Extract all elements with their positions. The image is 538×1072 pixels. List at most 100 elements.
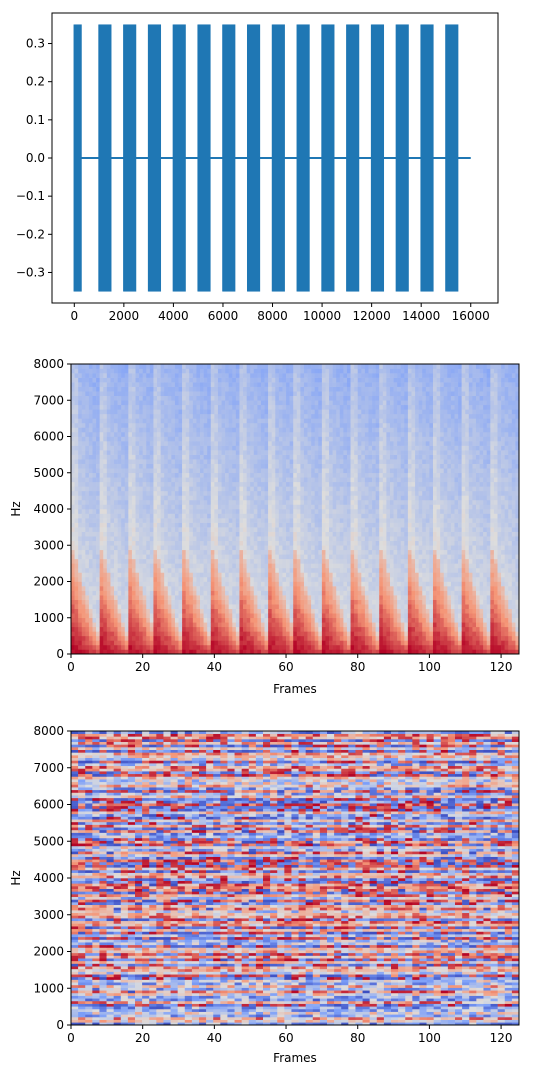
magnitude-cell [217, 567, 222, 573]
magnitude-cell [71, 418, 75, 424]
magnitude-cell [167, 441, 172, 446]
magnitude-cell [293, 382, 298, 387]
magnitude-cell [286, 622, 290, 628]
magnitude-cell [307, 422, 312, 428]
magnitude-cell [246, 495, 251, 501]
magnitude-cell [185, 495, 190, 501]
magnitude-cell [250, 549, 255, 555]
magnitude-cell [207, 527, 212, 532]
magnitude-cell [271, 386, 276, 392]
magnitude-cell [124, 413, 129, 419]
magnitude-cell [114, 644, 118, 650]
magnitude-cell [153, 613, 158, 619]
magnitude-cell [185, 604, 190, 609]
magnitude-cell [110, 490, 115, 496]
magnitude-cell [217, 608, 222, 614]
magnitude-cell [131, 644, 136, 650]
magnitude-cell [339, 558, 344, 564]
magnitude-cell [286, 545, 290, 551]
magnitude-cell [239, 649, 244, 655]
magnitude-cell [78, 427, 83, 433]
magnitude-cell [286, 441, 290, 446]
magnitude-cell [243, 409, 247, 415]
magnitude-cell [289, 441, 294, 446]
magnitude-cell [307, 572, 312, 578]
magnitude-cell [239, 617, 244, 623]
magnitude-cell [153, 649, 158, 655]
magnitude-cell [99, 522, 104, 528]
magnitude-cell [329, 536, 333, 542]
magnitude-cell [71, 567, 75, 573]
magnitude-cell [92, 404, 97, 410]
magnitude-cell [221, 431, 226, 437]
magnitude-cell [167, 599, 172, 605]
magnitude-cell [153, 486, 158, 492]
magnitude-cell [128, 563, 133, 569]
magnitude-cell [189, 567, 194, 573]
magnitude-cell [207, 413, 212, 419]
magnitude-cell [128, 518, 133, 523]
magnitude-cell [160, 477, 165, 483]
magnitude-cell [142, 644, 147, 650]
magnitude-cell [235, 599, 240, 605]
magnitude-cell [246, 454, 251, 460]
magnitude-cell [157, 427, 161, 433]
magnitude-cell [200, 499, 204, 505]
magnitude-cell [200, 486, 204, 492]
magnitude-cell [318, 635, 323, 641]
magnitude-cell [103, 518, 108, 523]
magnitude-cell [182, 576, 186, 582]
magnitude-cell [243, 463, 247, 469]
magnitude-cell [160, 468, 165, 474]
magnitude-cell [174, 518, 179, 523]
magnitude-cell [92, 540, 97, 546]
magnitude-cell [128, 364, 133, 369]
magnitude-cell [74, 373, 79, 378]
magnitude-cell [92, 536, 97, 542]
magnitude-cell [92, 486, 97, 492]
magnitude-cell [189, 635, 194, 641]
magnitude-cell [124, 622, 129, 628]
magnitude-cell [239, 631, 244, 637]
magnitude-cell [171, 499, 176, 505]
magnitude-cell [178, 640, 183, 646]
magnitude-cell [106, 513, 111, 519]
magnitude-cell [121, 631, 126, 637]
magnitude-cell [121, 586, 126, 591]
magnitude-cell [117, 400, 122, 406]
magnitude-cell [117, 536, 122, 542]
magnitude-cell [96, 613, 100, 619]
magnitude-cell [203, 509, 208, 514]
magnitude-cell [232, 409, 237, 415]
magnitude-cell [103, 590, 108, 596]
magnitude-cell [196, 527, 201, 532]
magnitude-cell [268, 527, 272, 532]
magnitude-cell [114, 536, 118, 542]
magnitude-cell [239, 586, 244, 591]
magnitude-cell [174, 531, 179, 537]
magnitude-cell [121, 590, 126, 596]
magnitude-cell [210, 644, 215, 650]
magnitude-cell [217, 644, 222, 650]
magnitude-cell [124, 422, 129, 428]
magnitude-cell [289, 418, 294, 424]
magnitude-cell [96, 626, 100, 632]
magnitude-cell [264, 386, 269, 392]
magnitude-cell [289, 518, 294, 523]
magnitude-cell [307, 481, 312, 487]
magnitude-cell [207, 382, 212, 387]
magnitude-cell [131, 404, 136, 410]
magnitude-cell [92, 644, 97, 650]
magnitude-cell [157, 373, 161, 378]
magnitude-cell [303, 586, 308, 591]
magnitude-cell [246, 404, 251, 410]
magnitude-cell [96, 536, 100, 542]
magnitude-cell [85, 649, 90, 655]
magnitude-cell [103, 413, 108, 419]
magnitude-cell [203, 545, 208, 551]
magnitude-cell [307, 486, 312, 492]
magnitude-cell [246, 536, 251, 542]
magnitude-cell [189, 427, 194, 433]
magnitude-cell [214, 608, 219, 614]
waveform-burst [148, 24, 162, 292]
